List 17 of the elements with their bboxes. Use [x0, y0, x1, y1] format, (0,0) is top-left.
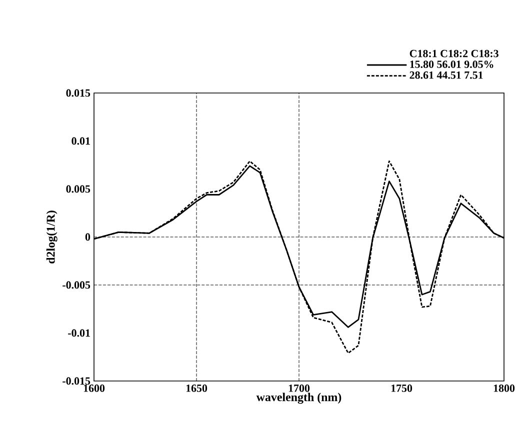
legend-label: 28.61 44.51 7.51: [410, 71, 483, 79]
y-tick-label: -0.005: [62, 281, 90, 289]
x-tick-label: 1600: [84, 384, 105, 392]
x-axis-title: wavelength (nm): [256, 392, 342, 404]
legend-title: C18:1 C18:2 C18:3: [410, 50, 498, 58]
y-tick-label: 0.01: [72, 137, 90, 145]
y-axis-title: d2log(1/R): [46, 210, 58, 264]
y-tick-label: -0.015: [62, 377, 90, 385]
y-tick-label: 0: [85, 233, 90, 241]
y-tick-label: 0.005: [66, 185, 90, 193]
legend-label: 15.80 56.01 9.05%: [410, 60, 494, 68]
y-tick-label: 0.015: [66, 89, 90, 97]
x-tick-label: 1650: [186, 384, 208, 392]
x-tick-label: 1700: [288, 384, 310, 392]
x-tick-label: 1800: [494, 384, 515, 392]
y-tick-label: -0.01: [68, 329, 90, 337]
x-tick-label: 1750: [391, 384, 412, 392]
